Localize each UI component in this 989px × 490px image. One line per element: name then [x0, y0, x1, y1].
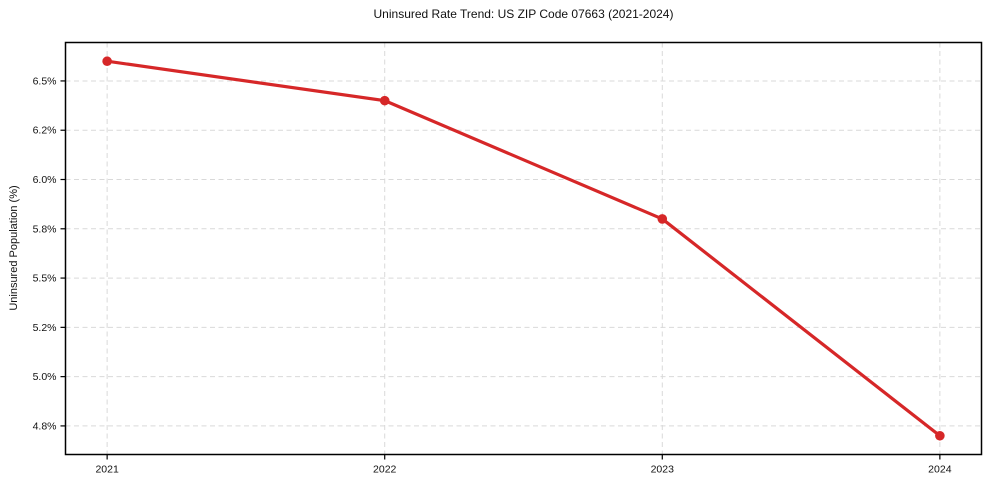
data-point-2024 — [935, 430, 945, 441]
x-tick-label: 2022 — [373, 464, 397, 476]
data-point-2021 — [102, 56, 112, 67]
x-tick-label: 2023 — [651, 464, 675, 476]
y-tick-label: 5.0% — [33, 371, 57, 383]
x-tick-label: 2021 — [95, 464, 119, 476]
data-point-2023 — [657, 214, 668, 224]
y-tick-label: 5.2% — [33, 322, 57, 334]
data-point-2022 — [379, 95, 390, 106]
y-tick-label: 5.8% — [33, 223, 57, 235]
y-tick-label: 6.5% — [33, 75, 57, 87]
y-tick-label: 5.5% — [33, 273, 57, 285]
trend-line — [105, 59, 942, 438]
plot-border — [64, 41, 983, 456]
y-tick-label: 6.0% — [33, 174, 57, 186]
chart-title: Uninsured Rate Trend: US ZIP Code 07663 … — [373, 7, 674, 21]
y-tick-label: 4.8% — [33, 420, 57, 432]
x-tick-label: 2024 — [928, 464, 952, 476]
y-tick-label: 6.2% — [33, 125, 57, 137]
